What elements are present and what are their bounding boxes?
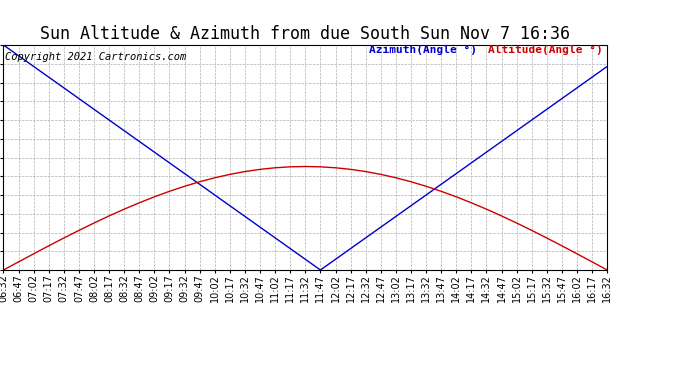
Title: Sun Altitude & Azimuth from due South Sun Nov 7 16:36: Sun Altitude & Azimuth from due South Su… — [40, 26, 571, 44]
Legend: Azimuth(Angle °), Altitude(Angle °): Azimuth(Angle °), Altitude(Angle °) — [364, 40, 607, 59]
Text: Copyright 2021 Cartronics.com: Copyright 2021 Cartronics.com — [5, 52, 186, 62]
